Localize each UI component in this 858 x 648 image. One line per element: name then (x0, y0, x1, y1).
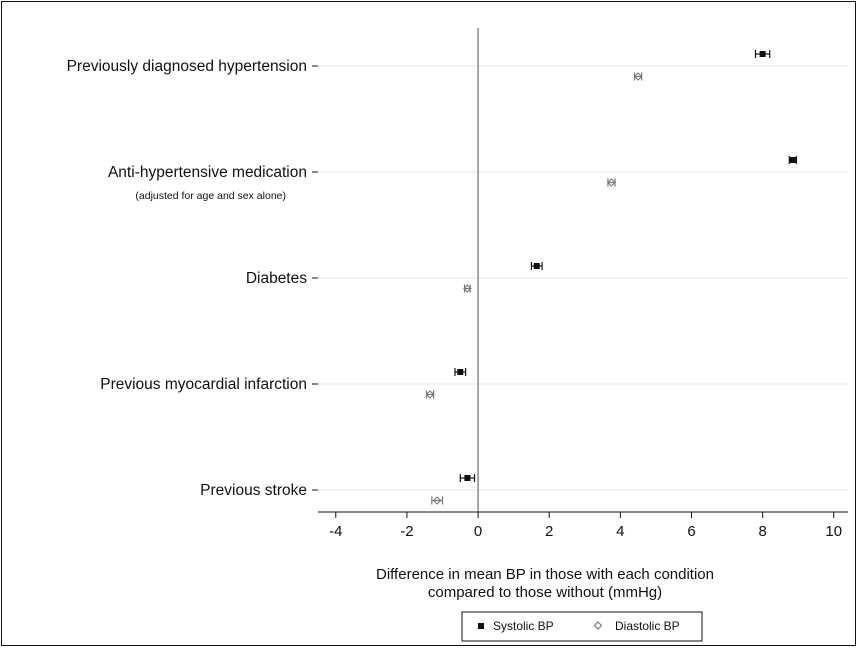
x-tick-label-6: 8 (758, 523, 766, 540)
systolic-point-2 (530, 262, 543, 270)
diastolic-point-4 (431, 496, 444, 505)
estimate-marker (633, 72, 643, 81)
x-axis: -4 -2 0 2 4 6 8 10 (312, 28, 848, 540)
category-labels: Previously diagnosed hypertension Anti-hy… (67, 58, 308, 499)
systolic-point-1 (788, 156, 798, 164)
legend-diastolic-label: Diastolic BP (615, 619, 680, 633)
x-tick-label-7: 10 (825, 523, 842, 540)
category-label-2: Diabetes (246, 270, 307, 287)
estimate-marker (533, 263, 540, 269)
diastolic-point-2 (463, 284, 472, 293)
x-axis-title: Difference in mean BP in those with each… (376, 566, 714, 601)
legend: Systolic BP Diastolic BP (461, 611, 703, 642)
x-tick-label-4: 4 (616, 523, 624, 540)
estimate-marker (464, 475, 471, 481)
x-axis-title-line-1: Difference in mean BP in those with each… (376, 566, 714, 583)
category-sublabel-1: (adjusted for age and sex alone) (135, 190, 286, 202)
estimate-marker (432, 496, 442, 505)
legend-systolic-label: Systolic BP (493, 619, 554, 633)
category-label-3: Previous myocardial infarction (100, 376, 307, 393)
data-markers (425, 50, 798, 505)
gridlines (318, 65, 848, 491)
x-tick-label-3: 2 (545, 523, 553, 540)
x-tick-label-0: -4 (329, 523, 342, 540)
x-tick-label-5: 6 (687, 523, 695, 540)
legend-diastolic-marker (593, 621, 603, 630)
category-label-0: Previously diagnosed hypertension (67, 58, 307, 75)
estimate-marker (789, 157, 796, 163)
x-axis-title-line-2: compared to those without (mmHg) (428, 584, 662, 601)
estimate-marker (463, 284, 472, 293)
systolic-point-3 (454, 368, 467, 376)
estimate-marker (425, 390, 435, 399)
diastolic-point-0 (633, 72, 643, 81)
category-label-4: Previous stroke (200, 482, 307, 499)
category-label-1: Anti-hypertensive medication (108, 164, 307, 181)
systolic-point-4 (459, 474, 476, 482)
diastolic-point-3 (425, 390, 435, 399)
estimate-marker (457, 369, 464, 375)
legend-box (461, 611, 703, 642)
estimate-marker (607, 178, 616, 187)
estimate-marker (759, 51, 766, 57)
diastolic-point-1 (607, 178, 616, 187)
legend-systolic-marker (478, 623, 484, 629)
systolic-point-0 (754, 50, 771, 58)
x-tick-label-1: -2 (400, 523, 413, 540)
x-tick-label-2: 0 (474, 523, 482, 540)
